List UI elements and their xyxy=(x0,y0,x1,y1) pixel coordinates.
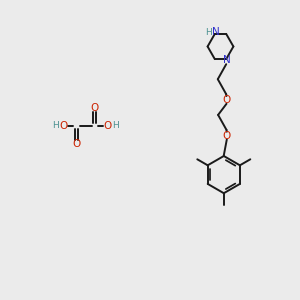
Text: O: O xyxy=(222,95,231,105)
Text: H: H xyxy=(205,28,211,37)
Text: O: O xyxy=(223,130,231,141)
Text: O: O xyxy=(72,139,81,149)
Text: O: O xyxy=(103,121,112,131)
Text: O: O xyxy=(59,121,68,131)
Text: H: H xyxy=(52,122,59,130)
Text: O: O xyxy=(90,103,99,113)
Text: N: N xyxy=(223,55,231,65)
Text: N: N xyxy=(212,27,220,38)
Text: H: H xyxy=(112,122,119,130)
